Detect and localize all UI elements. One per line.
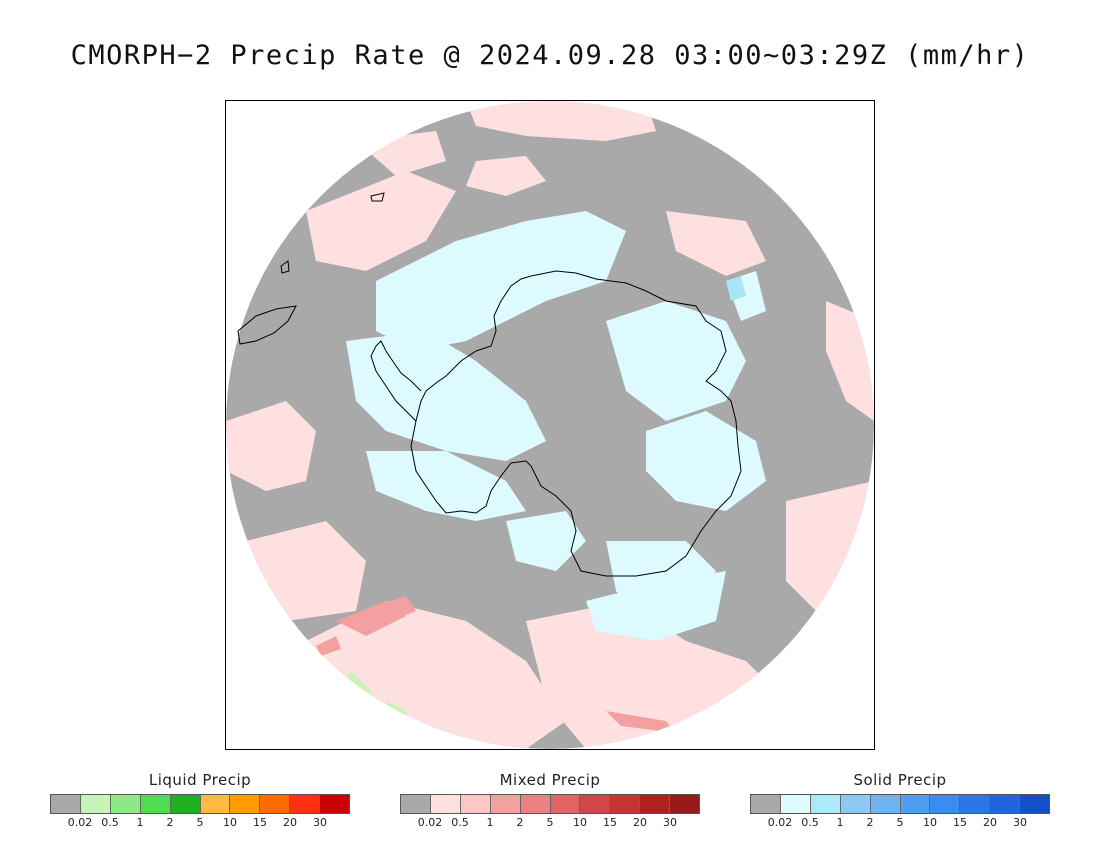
legend-tick-label: 15 [953, 816, 967, 829]
legend-swatch [230, 795, 261, 813]
legend-swatch [460, 795, 491, 813]
legend-tick-label: 15 [253, 816, 267, 829]
legend-swatch [610, 795, 641, 813]
legend-tick-label: 10 [573, 816, 587, 829]
precip-field [226, 101, 874, 749]
legend-tick-label: 5 [546, 816, 554, 829]
map-frame [225, 100, 875, 750]
legend-ticks: 0.02 0.5 1 2 5 10 15 20 30 [750, 814, 1050, 830]
legend-tick-label: 30 [663, 816, 677, 829]
legend-swatch [320, 795, 350, 813]
legend-swatch [670, 795, 700, 813]
legend-tick-label: 2 [866, 816, 874, 829]
legend-tick-label: 30 [313, 816, 327, 829]
south-america-tip [237, 305, 297, 345]
legend-ticks: 0.02 0.5 1 2 5 10 15 20 30 [400, 814, 700, 830]
legend-tick-label: 2 [166, 816, 174, 829]
legend-mixed: Mixed Precip 0.02 0.5 1 2 5 10 15 20 30 [400, 770, 700, 830]
legend-swatch [170, 795, 201, 813]
legend-colorbar [50, 794, 350, 814]
legend-title: Solid Precip [853, 771, 947, 789]
legend-tick-label: 20 [283, 816, 297, 829]
island-outline [280, 260, 290, 274]
legend-swatch [990, 795, 1021, 813]
legend-swatch [1020, 795, 1050, 813]
legend-tick-label: 5 [196, 816, 204, 829]
legend-tick-label: 0.02 [67, 816, 93, 829]
legend-title: Mixed Precip [499, 771, 601, 789]
map-title: CMORPH−2 Precip Rate @ 2024.09.28 03:00~… [70, 40, 1030, 71]
legend-swatch [930, 795, 961, 813]
polar-map [226, 101, 874, 749]
antarctica-coastline [410, 270, 742, 577]
legend-swatch [550, 795, 581, 813]
legend-swatch [80, 795, 111, 813]
legend-tick-label: 15 [603, 816, 617, 829]
legend-solid: Solid Precip 0.02 0.5 1 2 5 10 15 20 30 [750, 770, 1050, 830]
legend-colorbar [750, 794, 1050, 814]
legend-tick-label: 1 [836, 816, 844, 829]
legend-ticks: 0.02 0.5 1 2 5 10 15 20 30 [50, 814, 350, 830]
legend-tick-label: 1 [486, 816, 494, 829]
legend-tick-label: 0.02 [417, 816, 443, 829]
island-outline [370, 192, 385, 202]
legend-tick-label: 30 [1013, 816, 1027, 829]
legend-swatch [110, 795, 141, 813]
legend-swatch [140, 795, 171, 813]
legend-tick-label: 1 [136, 816, 144, 829]
legend-swatch [840, 795, 871, 813]
mixed-precip-moderate [316, 596, 676, 733]
legend-tick-label: 10 [223, 816, 237, 829]
legend-swatch [810, 795, 841, 813]
legend-liquid: Liquid Precip 0.02 0.5 1 2 5 10 15 20 30 [50, 770, 350, 830]
legend-tick-label: 10 [923, 816, 937, 829]
legend-swatch [200, 795, 231, 813]
legend-swatch [290, 795, 321, 813]
legend-colorbar [400, 794, 700, 814]
legend-swatch [580, 795, 611, 813]
legend-tick-label: 0.5 [801, 816, 819, 829]
legend-tick-label: 0.5 [451, 816, 469, 829]
legend-swatch [640, 795, 671, 813]
legend-swatch [751, 795, 781, 813]
legend-tick-label: 0.02 [767, 816, 793, 829]
legend-tick-label: 0.5 [101, 816, 119, 829]
legend-swatch [780, 795, 811, 813]
legend-tick-label: 5 [896, 816, 904, 829]
legend-title: Liquid Precip [148, 771, 252, 789]
legend-swatch [960, 795, 991, 813]
antarctic-peninsula [370, 340, 422, 422]
legend-swatch [430, 795, 461, 813]
legend-tick-label: 20 [983, 816, 997, 829]
legend-swatch [520, 795, 551, 813]
solid-precip-moderate [726, 276, 746, 301]
legend-swatch [260, 795, 291, 813]
legend-tick-label: 20 [633, 816, 647, 829]
legend-swatch [490, 795, 521, 813]
legend-tick-label: 2 [516, 816, 524, 829]
legend-swatch [401, 795, 431, 813]
legend-swatch [900, 795, 931, 813]
legend-swatch [870, 795, 901, 813]
legend-swatch [51, 795, 81, 813]
